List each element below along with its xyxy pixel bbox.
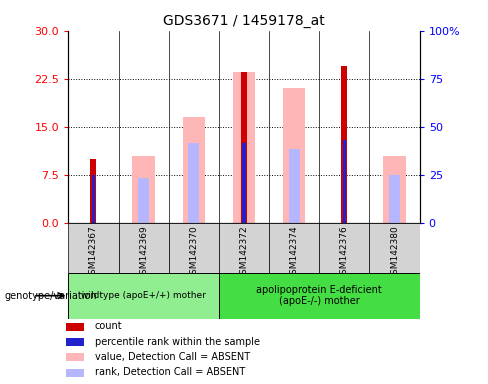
Title: GDS3671 / 1459178_at: GDS3671 / 1459178_at bbox=[163, 14, 325, 28]
Bar bbox=[68, 223, 119, 273]
Text: GSM142374: GSM142374 bbox=[290, 225, 299, 280]
Text: GSM142372: GSM142372 bbox=[240, 225, 248, 280]
Text: genotype/variation: genotype/variation bbox=[5, 291, 98, 301]
Bar bbox=[92, 175, 95, 223]
Bar bbox=[283, 88, 305, 223]
Text: rank, Detection Call = ABSENT: rank, Detection Call = ABSENT bbox=[95, 367, 245, 377]
Bar bbox=[342, 66, 347, 223]
Bar bbox=[389, 175, 400, 223]
FancyBboxPatch shape bbox=[219, 273, 420, 319]
Text: wildtype (apoE+/+) mother: wildtype (apoE+/+) mother bbox=[81, 291, 206, 300]
Bar bbox=[66, 323, 84, 331]
Bar bbox=[269, 223, 319, 273]
Bar bbox=[90, 159, 97, 223]
Bar bbox=[183, 117, 205, 223]
Bar bbox=[66, 353, 84, 361]
Bar bbox=[169, 223, 219, 273]
Bar bbox=[369, 223, 420, 273]
Bar bbox=[243, 143, 245, 223]
Text: GSM142370: GSM142370 bbox=[189, 225, 198, 280]
Text: percentile rank within the sample: percentile rank within the sample bbox=[95, 337, 260, 347]
Bar bbox=[233, 72, 255, 223]
Bar bbox=[241, 72, 247, 223]
Text: value, Detection Call = ABSENT: value, Detection Call = ABSENT bbox=[95, 352, 250, 362]
Bar bbox=[219, 223, 269, 273]
Bar bbox=[319, 223, 369, 273]
Bar bbox=[138, 178, 149, 223]
Bar bbox=[383, 156, 406, 223]
Text: GSM142369: GSM142369 bbox=[139, 225, 148, 280]
Bar bbox=[66, 369, 84, 377]
Bar bbox=[132, 156, 155, 223]
Text: GSM142367: GSM142367 bbox=[89, 225, 98, 280]
Text: GSM142380: GSM142380 bbox=[390, 225, 399, 280]
Text: count: count bbox=[95, 321, 122, 331]
FancyBboxPatch shape bbox=[68, 273, 219, 319]
Bar bbox=[343, 139, 346, 223]
Bar bbox=[119, 223, 169, 273]
Text: GSM142376: GSM142376 bbox=[340, 225, 349, 280]
Text: apolipoprotein E-deficient
(apoE-/-) mother: apolipoprotein E-deficient (apoE-/-) mot… bbox=[256, 285, 382, 306]
Bar bbox=[188, 143, 199, 223]
Bar bbox=[66, 338, 84, 346]
Bar bbox=[289, 149, 300, 223]
